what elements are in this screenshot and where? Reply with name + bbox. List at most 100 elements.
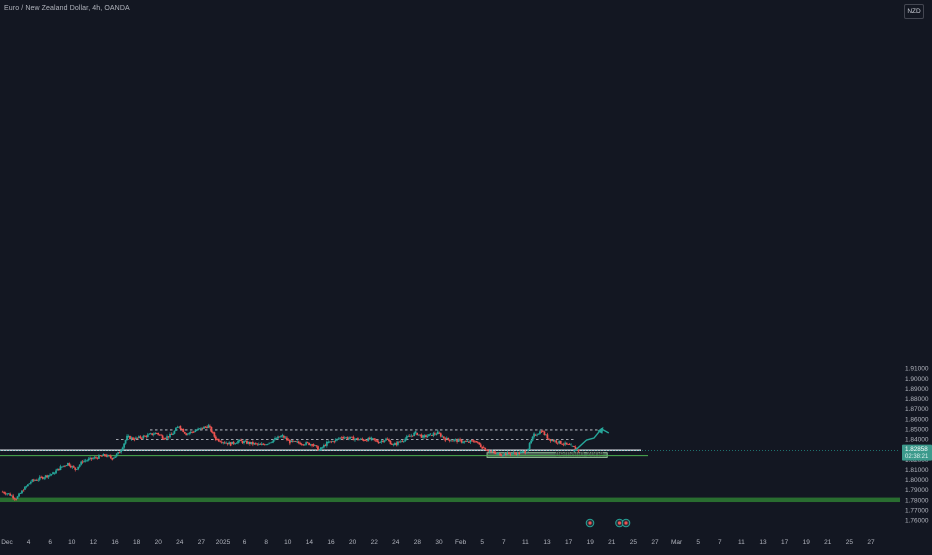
candle-body — [44, 475, 47, 478]
candle-body — [96, 457, 99, 459]
currency-button[interactable]: NZD — [904, 4, 924, 19]
candle-body — [21, 490, 23, 494]
candle-body — [364, 440, 367, 441]
candle-body — [506, 452, 509, 456]
candle-body — [432, 433, 435, 436]
candle-body — [1, 491, 4, 493]
candle-body — [207, 425, 210, 428]
candle-body — [214, 436, 217, 441]
candle-body — [312, 444, 315, 446]
candle-body — [72, 466, 75, 468]
candle-body — [397, 441, 399, 445]
time-tick-label: 16 — [327, 539, 335, 546]
candle-body — [379, 441, 382, 443]
time-tick-label: 19 — [587, 539, 595, 546]
candle-body — [479, 444, 482, 447]
price-tick-label: 1.89000 — [905, 386, 929, 393]
price-tick-label: 1.77000 — [905, 507, 929, 514]
candle-body — [32, 479, 35, 481]
candle-body — [22, 490, 25, 492]
candle-body — [324, 445, 327, 446]
major-support-zone — [0, 497, 900, 503]
candle-body — [373, 438, 376, 440]
candle-body — [568, 444, 571, 445]
candle-body — [294, 441, 297, 442]
time-tick-label: 24 — [176, 539, 184, 546]
candle-body — [133, 439, 136, 441]
candles-layer — [1, 423, 580, 501]
time-tick-label: 2025 — [216, 539, 231, 546]
candle-body — [374, 439, 377, 441]
candle-body — [577, 449, 580, 452]
price-tick-label: 1.88000 — [905, 396, 929, 403]
candle-body — [161, 435, 164, 439]
candle-body — [365, 440, 368, 442]
candle-body — [487, 450, 490, 452]
candle-body — [368, 437, 371, 440]
candle-body — [69, 465, 72, 468]
candle-body — [460, 439, 463, 443]
candle-body — [206, 426, 208, 428]
candle-body — [265, 444, 268, 446]
candle-body — [78, 464, 81, 467]
candle-body — [75, 469, 78, 470]
candle-body — [513, 452, 516, 454]
candle-body — [281, 435, 284, 437]
candle-body — [439, 433, 442, 437]
candle-body — [303, 444, 306, 446]
candle-body — [213, 432, 216, 437]
candle-body — [3, 492, 6, 494]
candle-body — [247, 441, 250, 444]
candle-body — [558, 440, 561, 444]
candle-body — [108, 455, 111, 456]
candle-body — [414, 431, 417, 433]
candle-body — [253, 443, 256, 445]
candle-body — [198, 428, 201, 430]
candle-body — [16, 496, 19, 499]
time-tick-label: 27 — [198, 539, 206, 546]
event-marker-3-dot — [624, 521, 628, 525]
candle-body — [297, 441, 300, 443]
candle-body — [262, 443, 265, 445]
current-price-countdown: 02:38:21 — [905, 454, 929, 460]
time-tick-label: 5 — [696, 539, 700, 546]
candle-body — [46, 475, 49, 478]
candle-body — [229, 442, 232, 446]
candle-body — [345, 437, 347, 439]
candle-body — [385, 438, 387, 441]
candle-body — [173, 430, 176, 434]
candle-body — [200, 427, 202, 429]
time-tick-label: 16 — [111, 539, 119, 546]
candle-body — [478, 442, 481, 445]
projection-arrow-path — [573, 428, 610, 453]
candle-body — [561, 443, 564, 445]
candle-body — [503, 453, 506, 456]
candle-body — [456, 439, 458, 442]
candle-body — [283, 435, 285, 438]
time-tick-label: 11 — [738, 539, 745, 546]
candle-body — [546, 434, 549, 439]
event-marker-1-dot — [588, 521, 592, 525]
candle-body — [441, 436, 444, 438]
candle-body — [420, 434, 423, 438]
candle-body — [209, 425, 211, 427]
candle-body — [327, 442, 330, 444]
candle-body — [357, 438, 359, 440]
candle-body — [543, 431, 546, 435]
candle-body — [465, 441, 467, 443]
candle-body — [139, 436, 142, 438]
time-tick-label: 17 — [565, 539, 573, 546]
candle-body — [157, 432, 160, 435]
candle-body — [151, 433, 154, 435]
candle-body — [377, 441, 380, 444]
candle-body — [340, 437, 343, 439]
candle-body — [179, 425, 182, 429]
candle-body — [115, 453, 118, 457]
price-tick-label: 1.90000 — [905, 376, 929, 383]
price-tick-label: 1.80000 — [905, 477, 929, 484]
candle-body — [539, 431, 541, 434]
candle-body — [77, 466, 80, 470]
candle-body — [210, 426, 213, 433]
candle-body — [148, 433, 151, 435]
